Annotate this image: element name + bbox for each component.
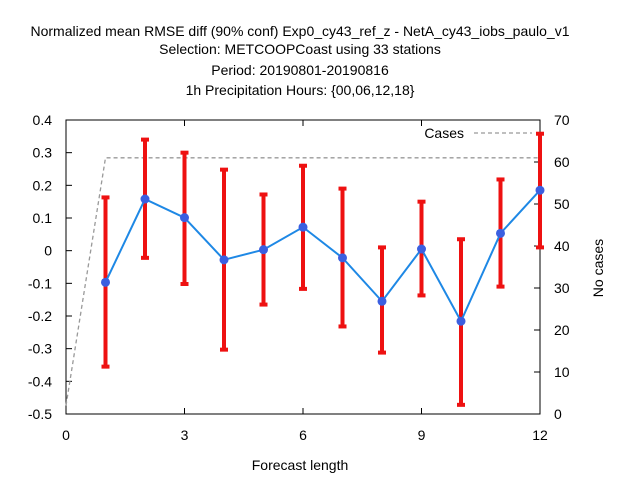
chart-title-line-4: 1h Precipitation Hours: {00,06,12,18}	[186, 82, 415, 98]
y-tick-label: -0.1	[28, 275, 52, 291]
error-bars	[101, 131, 544, 407]
data-point	[417, 244, 426, 254]
y2-tick-label: 40	[554, 238, 570, 254]
y-tick-label: 0.4	[33, 112, 53, 128]
y2-tick-label: 50	[554, 196, 570, 212]
x-axis: 0 3 6 9 12	[62, 120, 548, 443]
legend: Cases	[424, 125, 532, 141]
y2-axis: 0 10 20 30 40 50 60 70	[534, 112, 570, 422]
y-tick-label: 0	[44, 243, 52, 259]
y-tick-label: -0.4	[28, 373, 52, 389]
data-point	[140, 194, 150, 204]
y2-axis-title: No cases	[590, 239, 606, 297]
y2-tick-label: 60	[554, 154, 570, 170]
x-tick-label: 3	[181, 427, 189, 443]
y2-tick-label: 70	[554, 112, 570, 128]
y-tick-label: 0.3	[33, 145, 53, 161]
rmse-diff-line	[104, 189, 541, 324]
chart-title-line-3: Period: 20190801-20190816	[211, 62, 389, 78]
y2-tick-label: 0	[554, 406, 562, 422]
chart-title: Normalized mean RMSE diff (90% conf) Exp…	[30, 23, 569, 98]
data-point	[180, 213, 189, 223]
chart-title-line-2: Selection: METCOOPCoast using 33 station…	[159, 41, 441, 57]
x-tick-label: 9	[418, 427, 426, 443]
x-axis-title: Forecast length	[252, 457, 349, 473]
y-axis: -0.5 -0.4 -0.3 -0.2 -0.1 0 0.1 0.2 0.3 0.4	[28, 112, 72, 422]
data-point	[298, 222, 308, 232]
y2-tick-label: 30	[554, 280, 570, 296]
x-tick-label: 12	[532, 427, 548, 443]
data-point	[101, 277, 110, 287]
chart-title-line-1: Normalized mean RMSE diff (90% conf) Exp…	[30, 23, 569, 39]
x-tick-label: 6	[299, 427, 307, 443]
y-tick-label: 0.1	[33, 210, 53, 226]
data-point	[377, 296, 387, 306]
y-tick-label: -0.2	[28, 308, 52, 324]
legend-label-cases: Cases	[424, 125, 464, 141]
y-tick-label: -0.5	[28, 406, 52, 422]
data-point	[535, 185, 545, 195]
data-point	[496, 228, 505, 238]
x-tick-label: 0	[62, 427, 70, 443]
data-point	[338, 253, 347, 263]
rmse-diff-series	[101, 185, 545, 326]
data-point	[456, 316, 466, 326]
y-tick-label: 0.2	[33, 177, 53, 193]
data-point	[219, 255, 229, 265]
y2-tick-label: 10	[554, 364, 570, 380]
y2-tick-label: 20	[554, 322, 570, 338]
y-tick-label: -0.3	[28, 341, 52, 357]
data-point	[259, 245, 268, 255]
